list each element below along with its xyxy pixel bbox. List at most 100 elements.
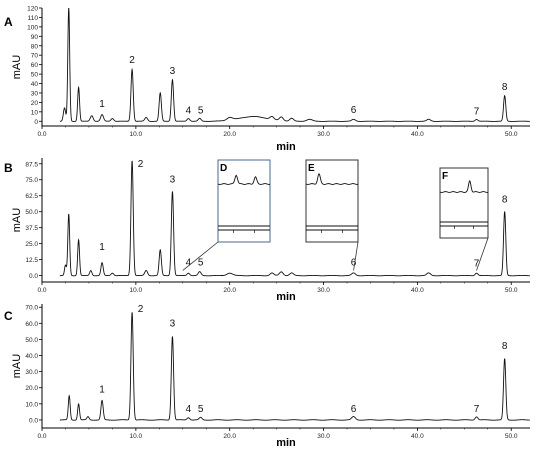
y-tick-label: 40.0 [25,353,38,360]
peak-label: 2 [129,55,135,66]
peak-label: 5 [198,106,204,117]
y-tick-label: 70.0 [25,305,38,312]
peak-label: 6 [351,257,357,268]
peak-label: 6 [351,404,357,415]
x-tick-label: 50.0 [505,433,518,440]
y-tick-label: 60.0 [25,321,38,328]
peak-label: 1 [99,385,105,396]
panel-B: 0.0 12.5 25.0 37.5 50.0 62.5 75.0 87.5 0.0 10.0 20… [4,158,530,303]
peak-label: 3 [170,66,176,77]
inset-frame [305,159,359,243]
y-tick-label: 40 [31,81,39,88]
inset-leader [476,237,489,271]
y-tick-label: 10 [31,109,39,116]
y-tick-label: 30.0 [25,369,38,376]
x-tick-label: 30.0 [317,131,330,138]
y-tick-label: 120 [27,6,38,13]
inset-trace [305,172,359,185]
peak-label: 8 [502,82,508,93]
y-tick-label: 12.5 [25,257,38,264]
inset-leader [182,241,219,271]
inset-label: F [442,171,448,182]
peak-label: 3 [170,174,176,185]
x-tick-label: 20.0 [223,287,236,294]
x-tick-label: 50.0 [505,131,518,138]
x-tick-label: 40.0 [411,287,424,294]
y-axis-label: mAU [11,354,23,379]
y-tick-label: 30 [31,90,39,97]
x-tick-label: 20.0 [223,131,236,138]
peak-label: 5 [198,257,204,268]
y-tick-label: 110 [28,15,39,22]
inset-trace [439,179,489,193]
y-tick-label: 37.5 [25,225,38,232]
chromatogram-trace [59,160,530,277]
inset-trace [217,174,271,185]
chromatogram-trace [59,312,530,421]
peak-label: 4 [186,404,192,415]
peak-label: 2 [138,304,144,315]
peak-label: 2 [138,159,144,170]
y-tick-label: 0 [34,119,38,126]
panel-label: A [4,15,13,29]
y-tick-label: 70 [31,53,39,60]
peak-label: 6 [351,105,357,116]
x-tick-label: 20.0 [223,433,236,440]
panel-label: C [4,309,13,323]
y-axis-label: mAU [11,55,23,80]
peak-label: 7 [474,404,480,415]
y-tick-label: 87.5 [25,161,38,168]
peak-label: 8 [502,195,508,206]
x-axis-label: min [276,141,296,153]
peak-label: 1 [99,242,105,253]
y-tick-label: 50.0 [25,337,38,344]
x-tick-label: 40.0 [411,131,424,138]
x-tick-label: 0.0 [37,433,46,440]
x-tick-label: 30.0 [317,287,330,294]
inset-frame [217,159,271,243]
peak-label: 7 [474,259,480,270]
panel-label: B [4,161,13,175]
panel-C: 0.0 10.0 20.0 30.0 40.0 50.0 60.0 70.0 0.0 10.0 20… [4,304,530,449]
y-tick-label: 90 [31,34,39,41]
y-tick-label: 80 [31,43,39,50]
x-tick-label: 10.0 [130,433,143,440]
peak-label: 7 [474,107,480,118]
y-tick-label: 62.5 [25,193,38,200]
y-tick-label: 75.0 [25,177,38,184]
inset-leader [353,241,359,271]
x-tick-label: 40.0 [411,433,424,440]
chromatogram-trace [59,7,530,122]
inset-label: E [308,163,315,174]
y-tick-label: 100 [27,24,38,31]
y-tick-label: 20 [31,100,39,107]
y-tick-label: 10.0 [25,401,38,408]
y-axis-label: mAU [11,208,23,233]
peak-label: 4 [186,257,192,268]
y-tick-label: 0.0 [29,273,38,280]
inset-D: D [182,159,271,271]
y-tick-label: 20.0 [25,385,38,392]
x-tick-label: 0.0 [37,287,46,294]
x-tick-label: 30.0 [317,433,330,440]
y-tick-label: 60 [31,62,39,69]
peak-label: 5 [198,404,204,415]
y-tick-label: 25.0 [25,241,38,248]
y-tick-label: 0.0 [29,417,38,424]
peak-label: 8 [502,341,508,352]
y-tick-label: 50 [31,72,39,79]
panel-A: 0 10 20 30 40 50 60 70 80 90 100 110 120 0.0 10.0 20.0 3… [4,6,530,153]
inset-E: E [305,159,359,271]
x-axis-label: min [276,437,296,449]
y-tick-label: 50.0 [25,209,38,216]
x-tick-label: 10.0 [130,131,143,138]
inset-label: D [220,163,227,174]
x-tick-label: 50.0 [505,287,518,294]
x-tick-label: 0.0 [37,131,46,138]
peak-label: 3 [170,319,176,330]
inset-F: F [439,167,489,271]
x-axis-label: min [276,291,296,303]
peak-label: 4 [186,106,192,117]
x-tick-label: 10.0 [130,287,143,294]
